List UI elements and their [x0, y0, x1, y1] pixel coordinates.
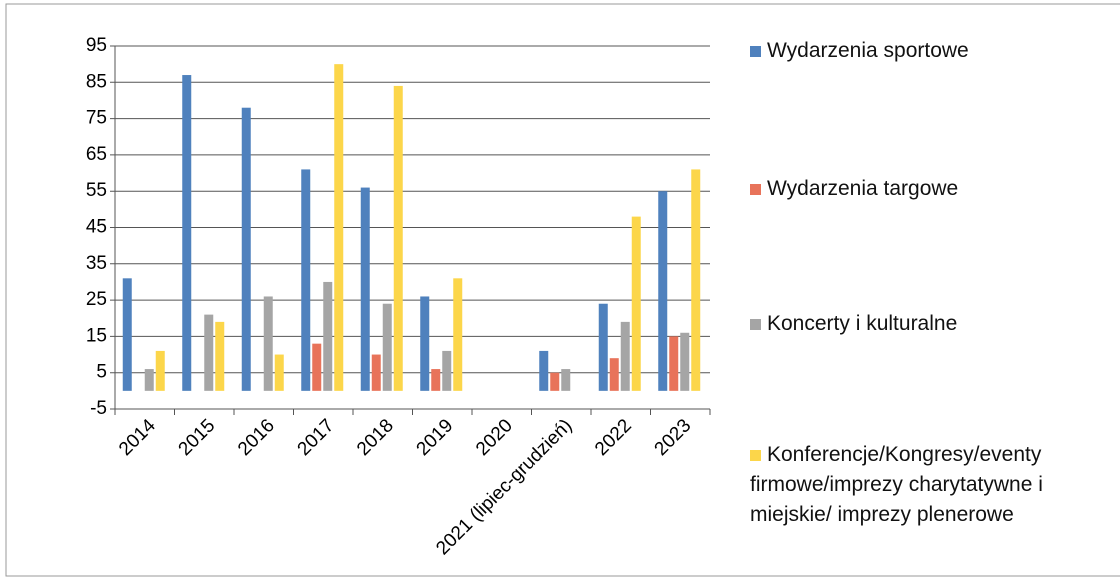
- legend-item: Konferencje/Kongresy/eventy firmowe/impr…: [750, 440, 1120, 530]
- bar: [453, 278, 463, 391]
- bar: [550, 372, 560, 391]
- bar: [631, 216, 641, 391]
- legend-swatch: [750, 450, 761, 461]
- y-tick-label: 25: [86, 289, 107, 310]
- legend-item: Wydarzenia targowe: [750, 174, 1120, 204]
- bar: [561, 369, 571, 391]
- x-tick-label: 2023: [651, 415, 696, 460]
- x-tick-label: 2019: [413, 415, 458, 460]
- frame: [5, 3, 1120, 577]
- y-tick-label: 45: [86, 217, 107, 238]
- bar: [323, 281, 333, 391]
- legend-label: Konferencje/Kongresy/eventy firmowe/impr…: [750, 443, 1043, 526]
- y-tick-label: 65: [86, 144, 107, 165]
- bar: [420, 296, 430, 391]
- x-tick-label: 2022: [591, 415, 636, 460]
- y-tick-label: 85: [86, 71, 107, 92]
- bar: [598, 303, 608, 391]
- bar: [263, 296, 273, 391]
- bar: [620, 321, 630, 391]
- legend-label: Koncerty i kulturalne: [767, 312, 958, 335]
- bar: [539, 350, 549, 391]
- y-tick-label: 95: [86, 35, 107, 56]
- legend-swatch: [750, 184, 761, 195]
- x-tick-label: 2014: [115, 415, 160, 460]
- x-tick-label: 2018: [353, 415, 398, 460]
- bar: [658, 191, 668, 391]
- x-tick-label: 2015: [175, 415, 220, 460]
- bar: [431, 369, 441, 391]
- bar: [609, 358, 619, 391]
- legend-item: Wydarzenia sportowe: [750, 36, 1120, 66]
- legend-label: Wydarzenia targowe: [767, 177, 959, 200]
- bar: [334, 64, 344, 391]
- bar: [241, 107, 251, 391]
- bar: [393, 85, 403, 391]
- bar: [301, 169, 311, 391]
- bar: [442, 350, 452, 391]
- legend-swatch: [750, 319, 761, 330]
- legend-label: Wydarzenia sportowe: [767, 39, 969, 62]
- bar: [274, 354, 284, 391]
- y-tick-label: 15: [86, 325, 107, 346]
- bar: [204, 314, 214, 391]
- y-tick-label: 5: [96, 362, 107, 383]
- bar: [312, 343, 322, 391]
- bar: [182, 75, 192, 391]
- bar: [144, 369, 154, 391]
- bar: [680, 332, 690, 391]
- x-tick-label: 2017: [294, 415, 339, 460]
- bar: [669, 336, 679, 391]
- bar: [371, 354, 381, 391]
- legend-swatch: [750, 46, 761, 57]
- bar: [360, 187, 370, 391]
- bar: [122, 278, 132, 391]
- y-tick-label: 35: [86, 253, 107, 274]
- bar: [382, 303, 392, 391]
- bar: [215, 321, 225, 391]
- y-tick-label: 55: [86, 180, 107, 201]
- x-tick-label: 2016: [234, 415, 279, 460]
- y-tick-label: 75: [86, 108, 107, 129]
- bar: [691, 169, 701, 391]
- y-tick-label: -5: [90, 398, 107, 419]
- legend-item: Koncerty i kulturalne: [750, 309, 1120, 339]
- x-tick-label: 2020: [472, 415, 517, 460]
- bar: [155, 350, 165, 391]
